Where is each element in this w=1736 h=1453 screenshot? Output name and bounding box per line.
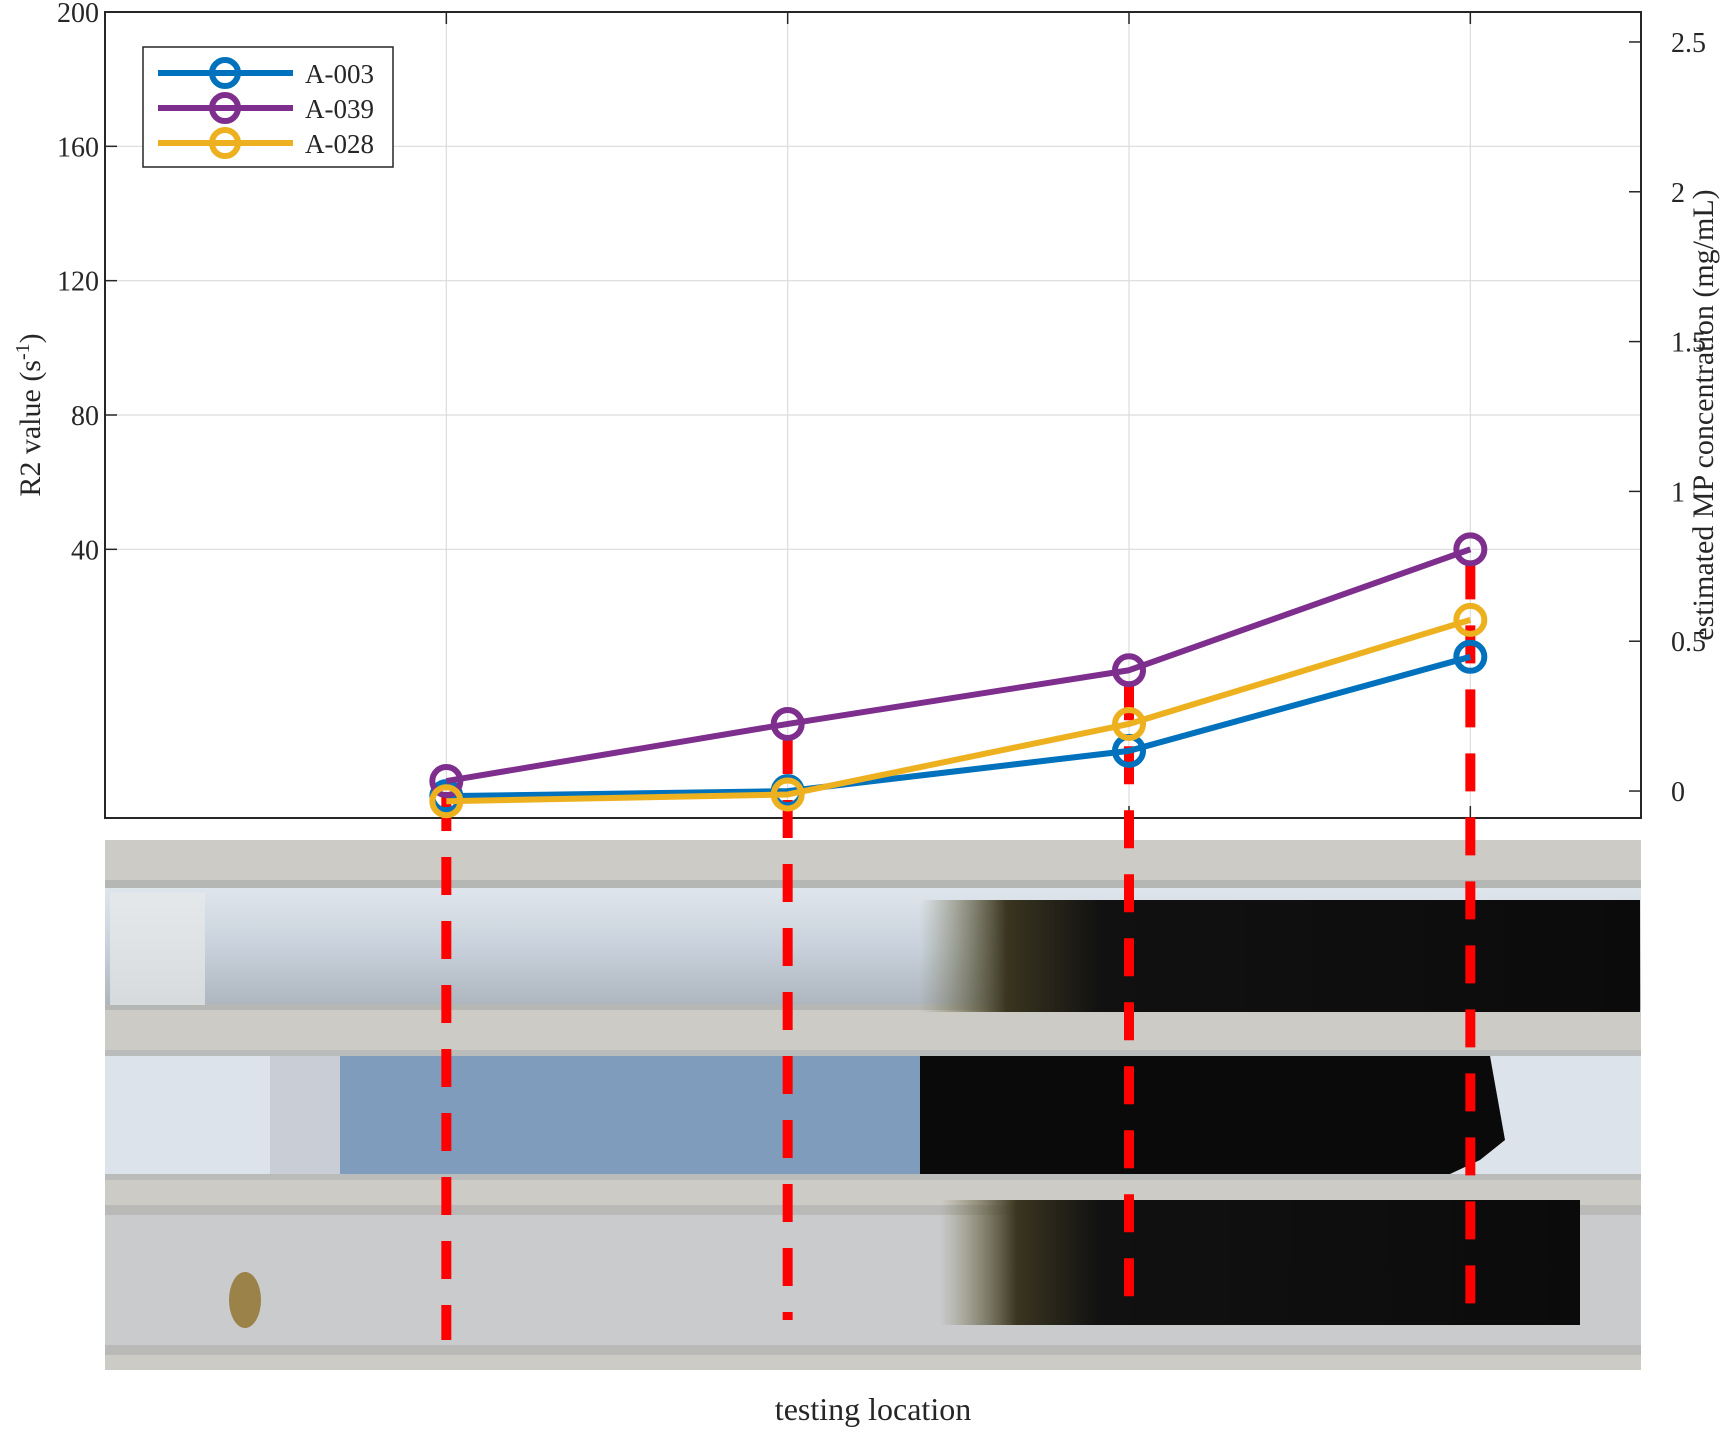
right-tick-label: 1: [1671, 477, 1685, 508]
left-tick-label: 80: [71, 401, 99, 432]
legend-marker-a-028: [209, 127, 241, 159]
legend-entry: A-028: [158, 127, 374, 159]
data-point-a-039: [1453, 532, 1488, 567]
legend-label-a-003: A-003: [305, 59, 374, 89]
legend: A-003 A-039 A-028: [142, 46, 394, 168]
data-point-a-028: [429, 784, 464, 819]
left-tick-label: 200: [57, 0, 99, 29]
left-tick-label: 120: [57, 267, 99, 298]
series-line-a-003: [446, 653, 1472, 800]
legend-label-a-028: A-028: [305, 129, 374, 159]
series-layer: [429, 532, 1488, 819]
data-point-a-028: [1112, 706, 1146, 741]
right-tick-label: 0.5: [1671, 627, 1706, 658]
data-point-a-028: [770, 777, 805, 812]
left-axis-label: R2 value (s-1): [12, 333, 47, 496]
legend-marker-a-039: [209, 92, 241, 124]
data-point-a-028: [1453, 602, 1488, 637]
left-axis-ticks: 40 80 120 160 200: [57, 0, 117, 566]
data-point-a-039: [1112, 653, 1146, 688]
data-point-a-039: [429, 764, 464, 799]
x-axis-label: testing location: [775, 1391, 971, 1427]
plot-frame: [104, 11, 1642, 819]
marker-lines: [441, 561, 1476, 1340]
right-axis-ticks: 0 0.5 1 1.5 2 2.5: [1629, 28, 1706, 808]
series-line-a-028: [446, 616, 1472, 805]
series-a-039: [429, 532, 1488, 799]
right-tick-label: 1.5: [1671, 328, 1706, 359]
left-tick-label: 160: [57, 132, 99, 163]
left-tick-label: 40: [71, 535, 99, 566]
legend-entry: A-039: [158, 92, 374, 124]
right-tick-label: 0: [1671, 777, 1685, 808]
data-point-a-039: [770, 706, 805, 741]
right-axis-label: estimated MP concentration (mg/mL): [1687, 189, 1720, 640]
series-line-a-039: [445, 546, 1472, 785]
legend-marker-a-003: [209, 57, 241, 89]
right-tick-label: 2.5: [1671, 28, 1706, 59]
legend-entry: A-003: [158, 57, 374, 89]
series-a-028: [429, 602, 1488, 819]
data-point-a-003: [1453, 639, 1488, 674]
right-tick-label: 2: [1671, 178, 1685, 209]
legend-label-a-039: A-039: [305, 94, 374, 124]
tube-photo: [105, 840, 1641, 1370]
